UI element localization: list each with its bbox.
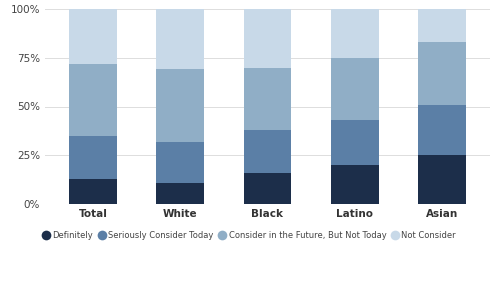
Bar bbox=[69, 136, 117, 178]
Bar bbox=[69, 64, 117, 136]
Bar bbox=[244, 9, 292, 68]
Bar bbox=[331, 9, 379, 58]
Legend: Definitely, Seriously Consider Today, Consider in the Future, But Not Today, Not: Definitely, Seriously Consider Today, Co… bbox=[41, 228, 459, 243]
Bar bbox=[418, 105, 466, 155]
Text: Nearly 40 percent of respondents would definitely or seriously consider purchasi: Nearly 40 percent of respondents would d… bbox=[0, 259, 500, 281]
Bar bbox=[156, 142, 204, 182]
Bar bbox=[418, 42, 466, 105]
Bar bbox=[244, 173, 292, 204]
Bar bbox=[418, 155, 466, 204]
Bar bbox=[156, 9, 204, 70]
Bar bbox=[156, 69, 204, 142]
Bar bbox=[69, 9, 117, 64]
Bar bbox=[331, 165, 379, 204]
Bar bbox=[244, 68, 292, 130]
Bar bbox=[69, 178, 117, 204]
Bar bbox=[244, 130, 292, 173]
Bar bbox=[331, 120, 379, 165]
Bar bbox=[418, 9, 466, 42]
Bar bbox=[156, 182, 204, 204]
Bar bbox=[331, 58, 379, 120]
